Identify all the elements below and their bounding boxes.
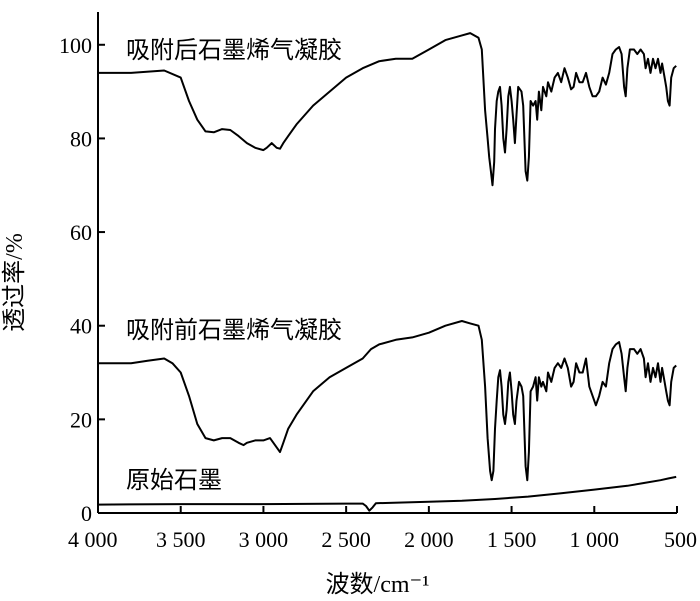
y-tick-label: 100 (59, 33, 92, 58)
annotation-raw-graphite: 原始石墨 (126, 467, 222, 494)
y-axis-label: 透过率/% (1, 233, 28, 332)
y-tick-label: 0 (81, 501, 92, 526)
x-axis-label: 波数/cm⁻¹ (326, 571, 430, 598)
x-tick-label: 500 (664, 527, 697, 552)
series-after-adsorption (98, 32, 677, 187)
x-tick-label: 3 500 (156, 527, 206, 552)
axes (97, 12, 677, 514)
x-tick-label: 2 000 (404, 527, 454, 552)
x-tick-label: 4 000 (68, 527, 118, 552)
annotation-before-adsorption: 吸附前石墨烯气凝胶 (126, 317, 342, 344)
y-tick-label: 20 (70, 407, 92, 432)
annotation-after-adsorption: 吸附后石墨烯气凝胶 (126, 37, 342, 64)
y-tick-label: 80 (70, 126, 92, 151)
x-tick-label: 1 000 (570, 527, 620, 552)
y-tick-label: 40 (70, 314, 92, 339)
y-tick-label: 60 (70, 220, 92, 245)
series-before-adsorption (98, 320, 677, 482)
x-tick-label: 3 000 (239, 527, 289, 552)
series-raw-graphite (97, 475, 677, 512)
x-tick-label: 2 500 (321, 527, 371, 552)
x-tick-label: 1 500 (487, 527, 537, 552)
x-ticks: 4 000 3 500 3 000 2 500 2 000 1 500 1 000 500 (68, 506, 697, 552)
series-layer (97, 32, 677, 512)
y-ticks: 0 20 40 60 80 100 (59, 33, 105, 526)
